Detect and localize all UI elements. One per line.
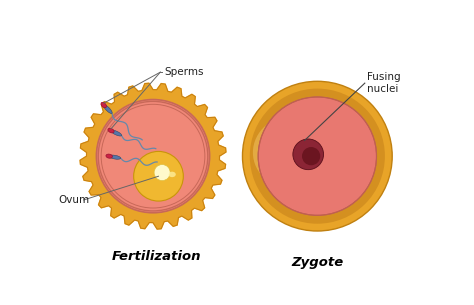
Ellipse shape: [253, 114, 342, 191]
Ellipse shape: [168, 172, 176, 177]
Text: Sperms: Sperms: [164, 67, 203, 77]
Circle shape: [96, 99, 210, 213]
Ellipse shape: [103, 105, 112, 113]
Circle shape: [243, 81, 392, 231]
Ellipse shape: [101, 102, 107, 108]
Circle shape: [293, 139, 324, 170]
Text: Fertilization: Fertilization: [112, 250, 201, 263]
Circle shape: [250, 88, 385, 224]
Ellipse shape: [111, 130, 122, 136]
Text: Ovum: Ovum: [58, 195, 89, 205]
Polygon shape: [80, 83, 226, 229]
Circle shape: [154, 165, 170, 181]
Circle shape: [258, 97, 376, 215]
Text: Zygote: Zygote: [291, 256, 344, 269]
Ellipse shape: [106, 154, 112, 158]
Circle shape: [134, 151, 183, 201]
Ellipse shape: [109, 155, 121, 159]
Ellipse shape: [108, 128, 114, 133]
Circle shape: [302, 147, 320, 165]
Text: Fusing
nuclei: Fusing nuclei: [366, 72, 400, 94]
